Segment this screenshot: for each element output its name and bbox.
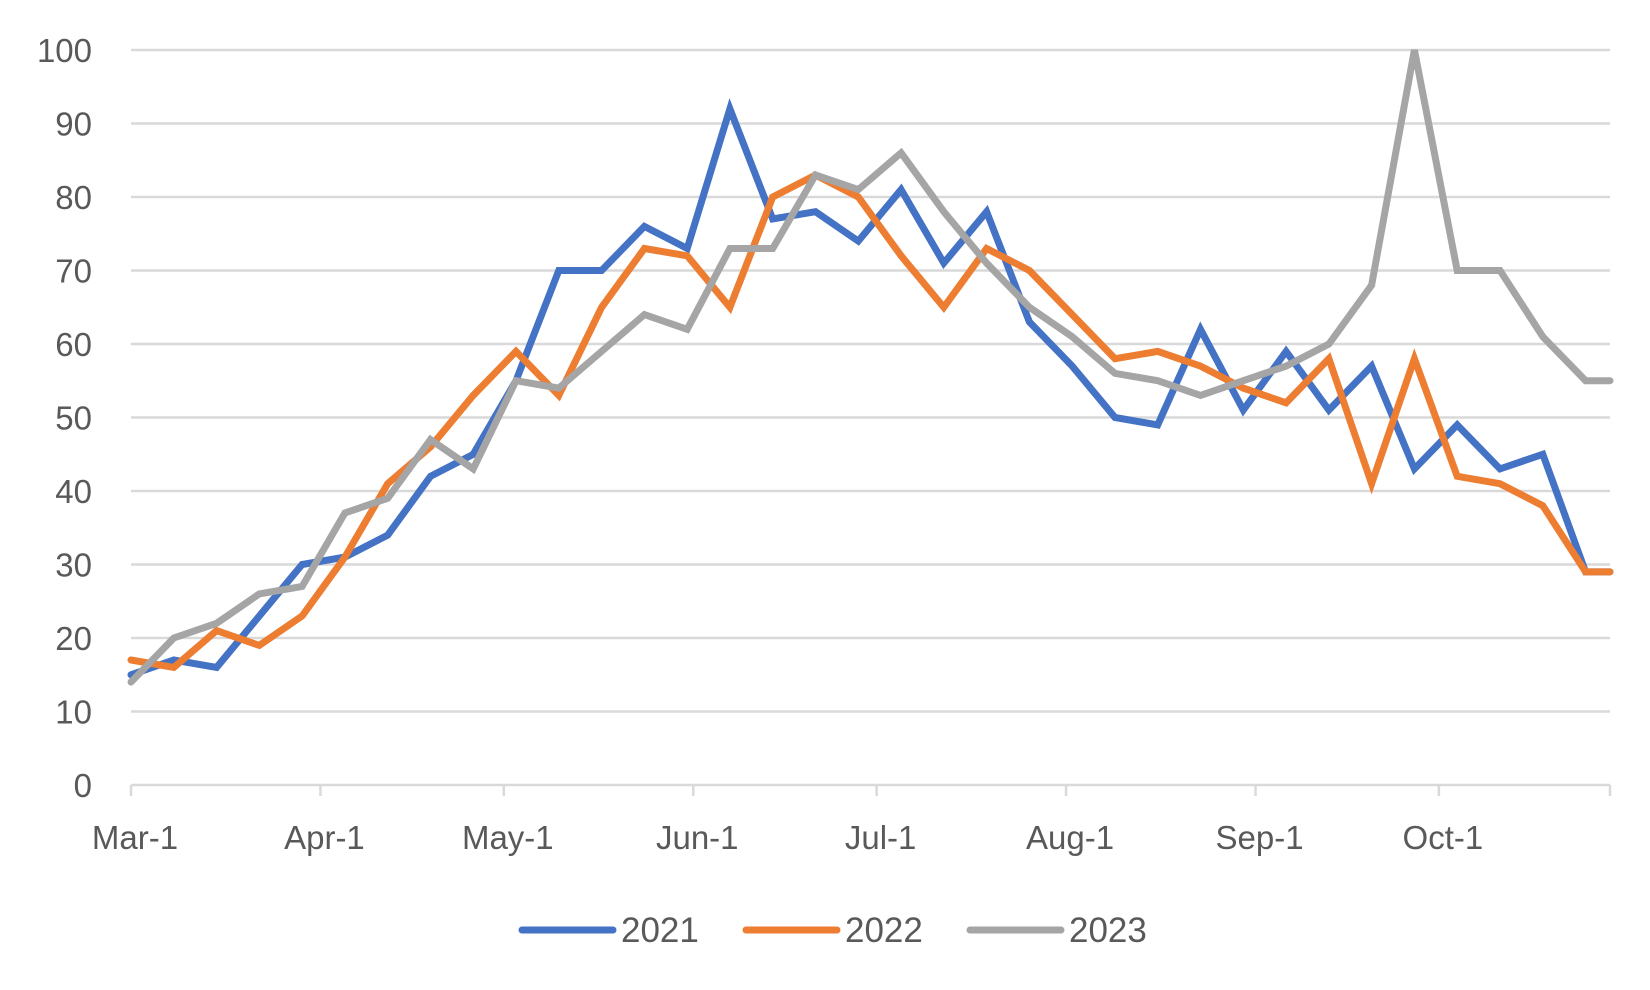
y-tick-label: 30 (55, 547, 92, 584)
x-tick-label: May-1 (462, 819, 554, 856)
x-tick-label: Sep-1 (1215, 819, 1303, 856)
y-tick-label: 40 (55, 473, 92, 510)
x-tick-label: Apr-1 (284, 819, 365, 856)
x-tick-label: Oct-1 (1403, 819, 1484, 856)
legend-label-2021: 2021 (621, 911, 699, 950)
y-tick-label: 0 (74, 767, 92, 804)
gridlines (131, 48, 1610, 713)
series-line-2022 (127, 171, 1614, 672)
legend-label-2022: 2022 (845, 911, 923, 950)
y-tick-label: 90 (55, 106, 92, 143)
series-lines (127, 49, 1614, 686)
x-axis (129, 783, 1612, 796)
x-tick-label: Jul-1 (845, 819, 917, 856)
y-tick-label: 80 (55, 179, 92, 216)
series-line-2021 (127, 98, 1614, 679)
legend-label-2023: 2023 (1069, 911, 1147, 950)
x-tick-label: Mar-1 (92, 819, 178, 856)
y-tick-label: 10 (55, 694, 92, 731)
x-axis-labels: Mar-1 Apr-1 May-1 Jun-1 Jul-1 Aug-1 Sep-1 Oct-1 (92, 819, 1483, 856)
y-axis-labels: 0 10 20 30 40 50 60 70 80 90 100 (37, 32, 92, 804)
y-tick-label: 70 (55, 253, 92, 290)
series-line-2023 (127, 49, 1614, 686)
x-tick-label: Aug-1 (1026, 819, 1114, 856)
y-tick-label: 100 (37, 32, 92, 69)
y-tick-label: 60 (55, 326, 92, 363)
y-tick-label: 50 (55, 400, 92, 437)
legend: 2021 2022 2023 (518, 911, 1147, 950)
x-tick-label: Jun-1 (656, 819, 739, 856)
y-tick-label: 20 (55, 620, 92, 657)
